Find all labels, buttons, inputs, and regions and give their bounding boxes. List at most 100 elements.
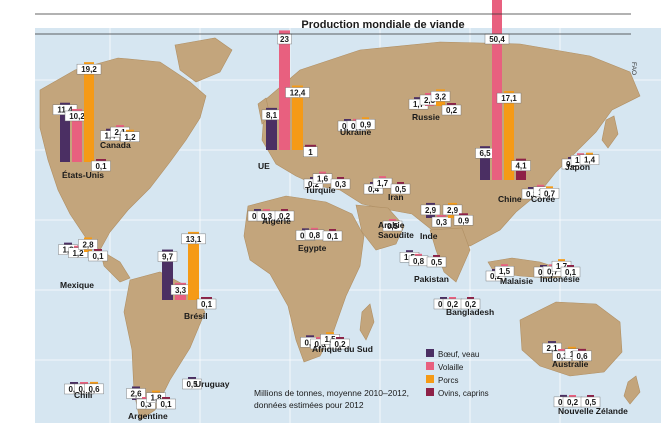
value-box-mexique-2 bbox=[78, 239, 98, 250]
value-label-inde-3: 0,9 bbox=[458, 216, 470, 225]
bar-etats-unis-b-uf-veau bbox=[60, 102, 70, 162]
value-label-bresil-1: 3,3 bbox=[175, 286, 187, 295]
value-box-bresil-2 bbox=[181, 233, 206, 245]
value-label-argentine-0: 2,6 bbox=[130, 389, 142, 398]
country-label-chili: Chili bbox=[74, 390, 92, 400]
country-label-ue: UE bbox=[258, 161, 270, 171]
bar-uruguay-b-uf-veau bbox=[188, 377, 196, 380]
value-label-arabie-saoudite-1: 0,5 bbox=[387, 222, 399, 231]
value-box-russie-2 bbox=[430, 91, 451, 102]
land-new-zealand bbox=[623, 375, 641, 405]
value-label-bresil-2: 13,1 bbox=[186, 235, 202, 244]
bar-bresil-porcs bbox=[188, 231, 199, 300]
bar-group-pakistan: 1,50,80,5 bbox=[399, 250, 447, 268]
value-box-chine-3 bbox=[511, 160, 531, 171]
bar-group-chili: 0,20,50,6 bbox=[64, 381, 104, 395]
value-label-indonesie-3: 0,1 bbox=[565, 268, 577, 277]
bar-nouvelle-zelande-ovins-caprins bbox=[587, 395, 594, 398]
bar-argentine-ovins-caprins bbox=[162, 397, 170, 400]
value-box-algerie-3 bbox=[274, 210, 295, 222]
bar-groups: 11,410,219,20,11,42,11,21,81,22,80,1 9,73… bbox=[52, 0, 601, 410]
value-label-iran-1: 1,7 bbox=[377, 179, 389, 188]
legend-swatch-ovins-caprins bbox=[426, 388, 434, 396]
bar-group-arabie-saoudite: 0,5 bbox=[382, 219, 403, 232]
value-box-inde-3 bbox=[453, 215, 474, 226]
country-label-mexique: Mexique bbox=[60, 280, 94, 290]
land-eurasia bbox=[261, 41, 641, 247]
bar-group-canada: 1,42,11,2 bbox=[100, 125, 140, 142]
value-label-nouvelle-zelande-3: 0,5 bbox=[585, 398, 597, 407]
value-label-ukraine-2: 0,9 bbox=[360, 120, 372, 129]
value-label-algerie-1: 0,3 bbox=[261, 212, 273, 221]
value-box-mexique-1 bbox=[68, 247, 88, 258]
value-label-bangladesh-1: 0,2 bbox=[447, 300, 459, 309]
country-label-russie: Russie bbox=[412, 112, 440, 122]
bar-russie-ovins-caprins bbox=[447, 103, 456, 106]
value-label-canada-1: 2,1 bbox=[114, 128, 126, 137]
bar-algerie-volaille bbox=[263, 209, 270, 212]
value-box-iran-3 bbox=[390, 183, 411, 195]
value-label-inde-1: 0,3 bbox=[436, 218, 448, 227]
value-label-iran-3: 0,5 bbox=[395, 185, 407, 194]
bar-chine-porcs bbox=[504, 91, 514, 180]
value-box-japon-2 bbox=[579, 154, 600, 165]
value-box-bresil-3 bbox=[196, 298, 217, 310]
bar-group-inde: 2,90,32,90,9 bbox=[420, 202, 474, 228]
legend-swatch-b-uf-veau bbox=[426, 349, 434, 357]
country-label-malaisie: Malaisie bbox=[500, 276, 533, 286]
value-box-ue-2 bbox=[285, 87, 310, 98]
value-label-bangladesh-3: 0,2 bbox=[465, 300, 477, 309]
country-label-pakistan: Pakistan bbox=[414, 274, 449, 284]
value-label-argentine-1: 0,3 bbox=[140, 400, 152, 409]
value-box-chine-2 bbox=[496, 92, 522, 104]
country-label-turquie: Turquie bbox=[305, 185, 336, 195]
bar-bresil-ovins-caprins bbox=[201, 297, 212, 300]
country-label-coree: Corée bbox=[531, 194, 555, 204]
value-label-japon-2: 1,4 bbox=[584, 156, 596, 165]
bar-ukraine-b-uf-veau bbox=[344, 119, 351, 122]
value-label-chili-0: 0,2 bbox=[68, 385, 80, 394]
value-box-arabie-saoudite-1 bbox=[382, 220, 403, 232]
value-label-egypte-1: 0,8 bbox=[309, 231, 321, 240]
bar-australie-volaille bbox=[558, 349, 566, 352]
country-label-nouvelle-zelande: Nouvelle Zélande bbox=[558, 406, 628, 416]
value-box-russie-3 bbox=[441, 104, 462, 116]
bar-group-russie: 1,7 2,5 3,2 0,2 bbox=[408, 89, 462, 116]
value-box-argentine-1 bbox=[136, 398, 156, 410]
bar-turquie-ovins-caprins bbox=[337, 177, 344, 180]
value-label-pakistan-1: 0,8 bbox=[413, 257, 425, 266]
bar-nouvelle-zelande-b-uf-veau bbox=[560, 394, 567, 398]
value-label-afrique-du-sud-1: 0,3 bbox=[314, 340, 326, 349]
bar-ue-porcs bbox=[292, 85, 303, 150]
value-box-inde-1 bbox=[431, 216, 452, 228]
value-label-australie-0: 2,1 bbox=[546, 344, 558, 353]
value-label-ue-0: 8,1 bbox=[266, 111, 278, 120]
bar-bangladesh-ovins-caprins bbox=[467, 297, 474, 300]
country-label-chine: Chine bbox=[498, 194, 522, 204]
bar-chili-b-uf-veau bbox=[70, 382, 78, 385]
value-label-bresil-0: 9,7 bbox=[162, 253, 174, 262]
legend-label-b-uf-veau: Bœuf, veau bbox=[438, 350, 479, 359]
value-box-chili-2 bbox=[84, 383, 104, 395]
country-label-ukraine: Ukraine bbox=[340, 127, 371, 137]
value-box-iran-1 bbox=[372, 177, 393, 189]
country-label-algerie: Algérie bbox=[262, 216, 291, 226]
value-label-australie-1: 0,3 bbox=[556, 352, 568, 361]
bar-chili-volaille bbox=[80, 382, 88, 385]
bar-etats-unis-porcs bbox=[84, 62, 94, 162]
value-box-ukraine-2 bbox=[355, 119, 376, 130]
value-box-inde-2 bbox=[442, 204, 463, 216]
value-label-turquie-1: 1,6 bbox=[317, 175, 329, 184]
value-label-ue-2: 12,4 bbox=[290, 89, 306, 98]
value-label-chine-0: 6,5 bbox=[479, 149, 491, 158]
value-box-bangladesh-3 bbox=[460, 298, 481, 310]
value-label-turquie-0: 0,2 bbox=[308, 180, 320, 189]
value-box-turquie-3 bbox=[330, 178, 351, 190]
country-label-japon: Japon bbox=[565, 162, 590, 172]
value-label-chine-2: 17,1 bbox=[501, 94, 517, 103]
value-label-chine-1: 50,4 bbox=[489, 35, 505, 44]
bar-group-australie: 2,10,3 1 0,6 bbox=[542, 341, 592, 362]
value-box-turquie-1 bbox=[312, 173, 333, 184]
legend-label-ovins-caprins: Ovins, caprins bbox=[438, 389, 489, 398]
